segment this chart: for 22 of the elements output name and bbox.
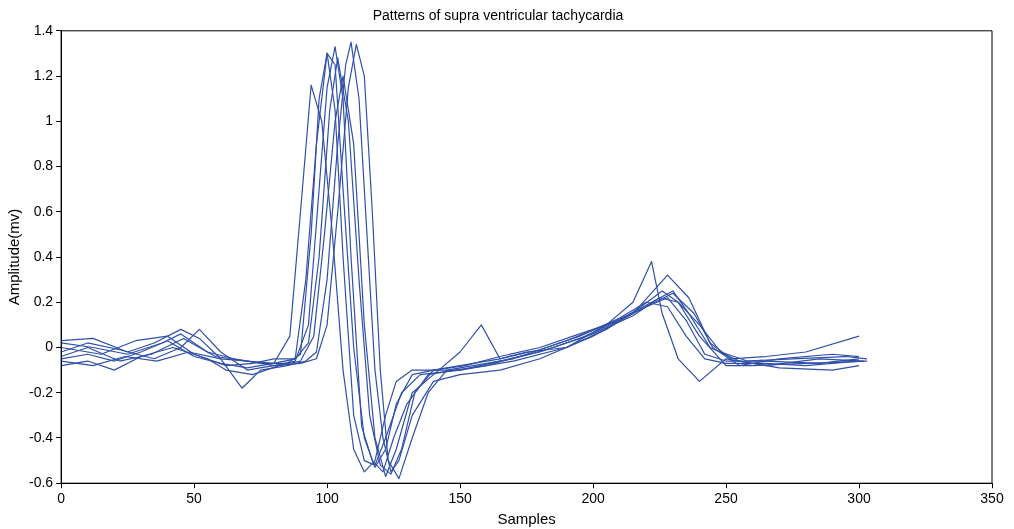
y-tick-label: 1.4: [33, 21, 54, 38]
x-tick-label: 200: [581, 490, 605, 507]
x-tick-label: 150: [448, 490, 472, 507]
y-tick-label: -0.2: [29, 383, 54, 400]
x-tick-label: 0: [57, 490, 66, 507]
x-tick-label: 300: [847, 490, 871, 507]
chart-title: Patterns of supra ventricular tachycardia: [372, 7, 624, 24]
x-tick-label: 250: [714, 490, 738, 507]
y-tick-label: 0.4: [33, 247, 54, 264]
y-tick-label: -0.6: [29, 474, 54, 491]
x-tick-label: 50: [186, 490, 203, 507]
y-tick-label: -0.4: [29, 428, 54, 445]
y-tick-label: 1.2: [33, 66, 54, 83]
x-tick-label: 100: [315, 490, 339, 507]
y-tick-label: 0: [45, 338, 54, 355]
x-tick-label: 350: [980, 490, 1004, 507]
y-tick-label: 1: [45, 112, 54, 129]
y-tick-label: 0.8: [33, 157, 54, 174]
y-tick-label: 0.2: [33, 293, 54, 310]
x-axis-title: Samples: [497, 510, 556, 528]
y-axis-title: Amplitude(mv): [5, 208, 23, 306]
y-tick-label: 0.6: [33, 202, 54, 219]
